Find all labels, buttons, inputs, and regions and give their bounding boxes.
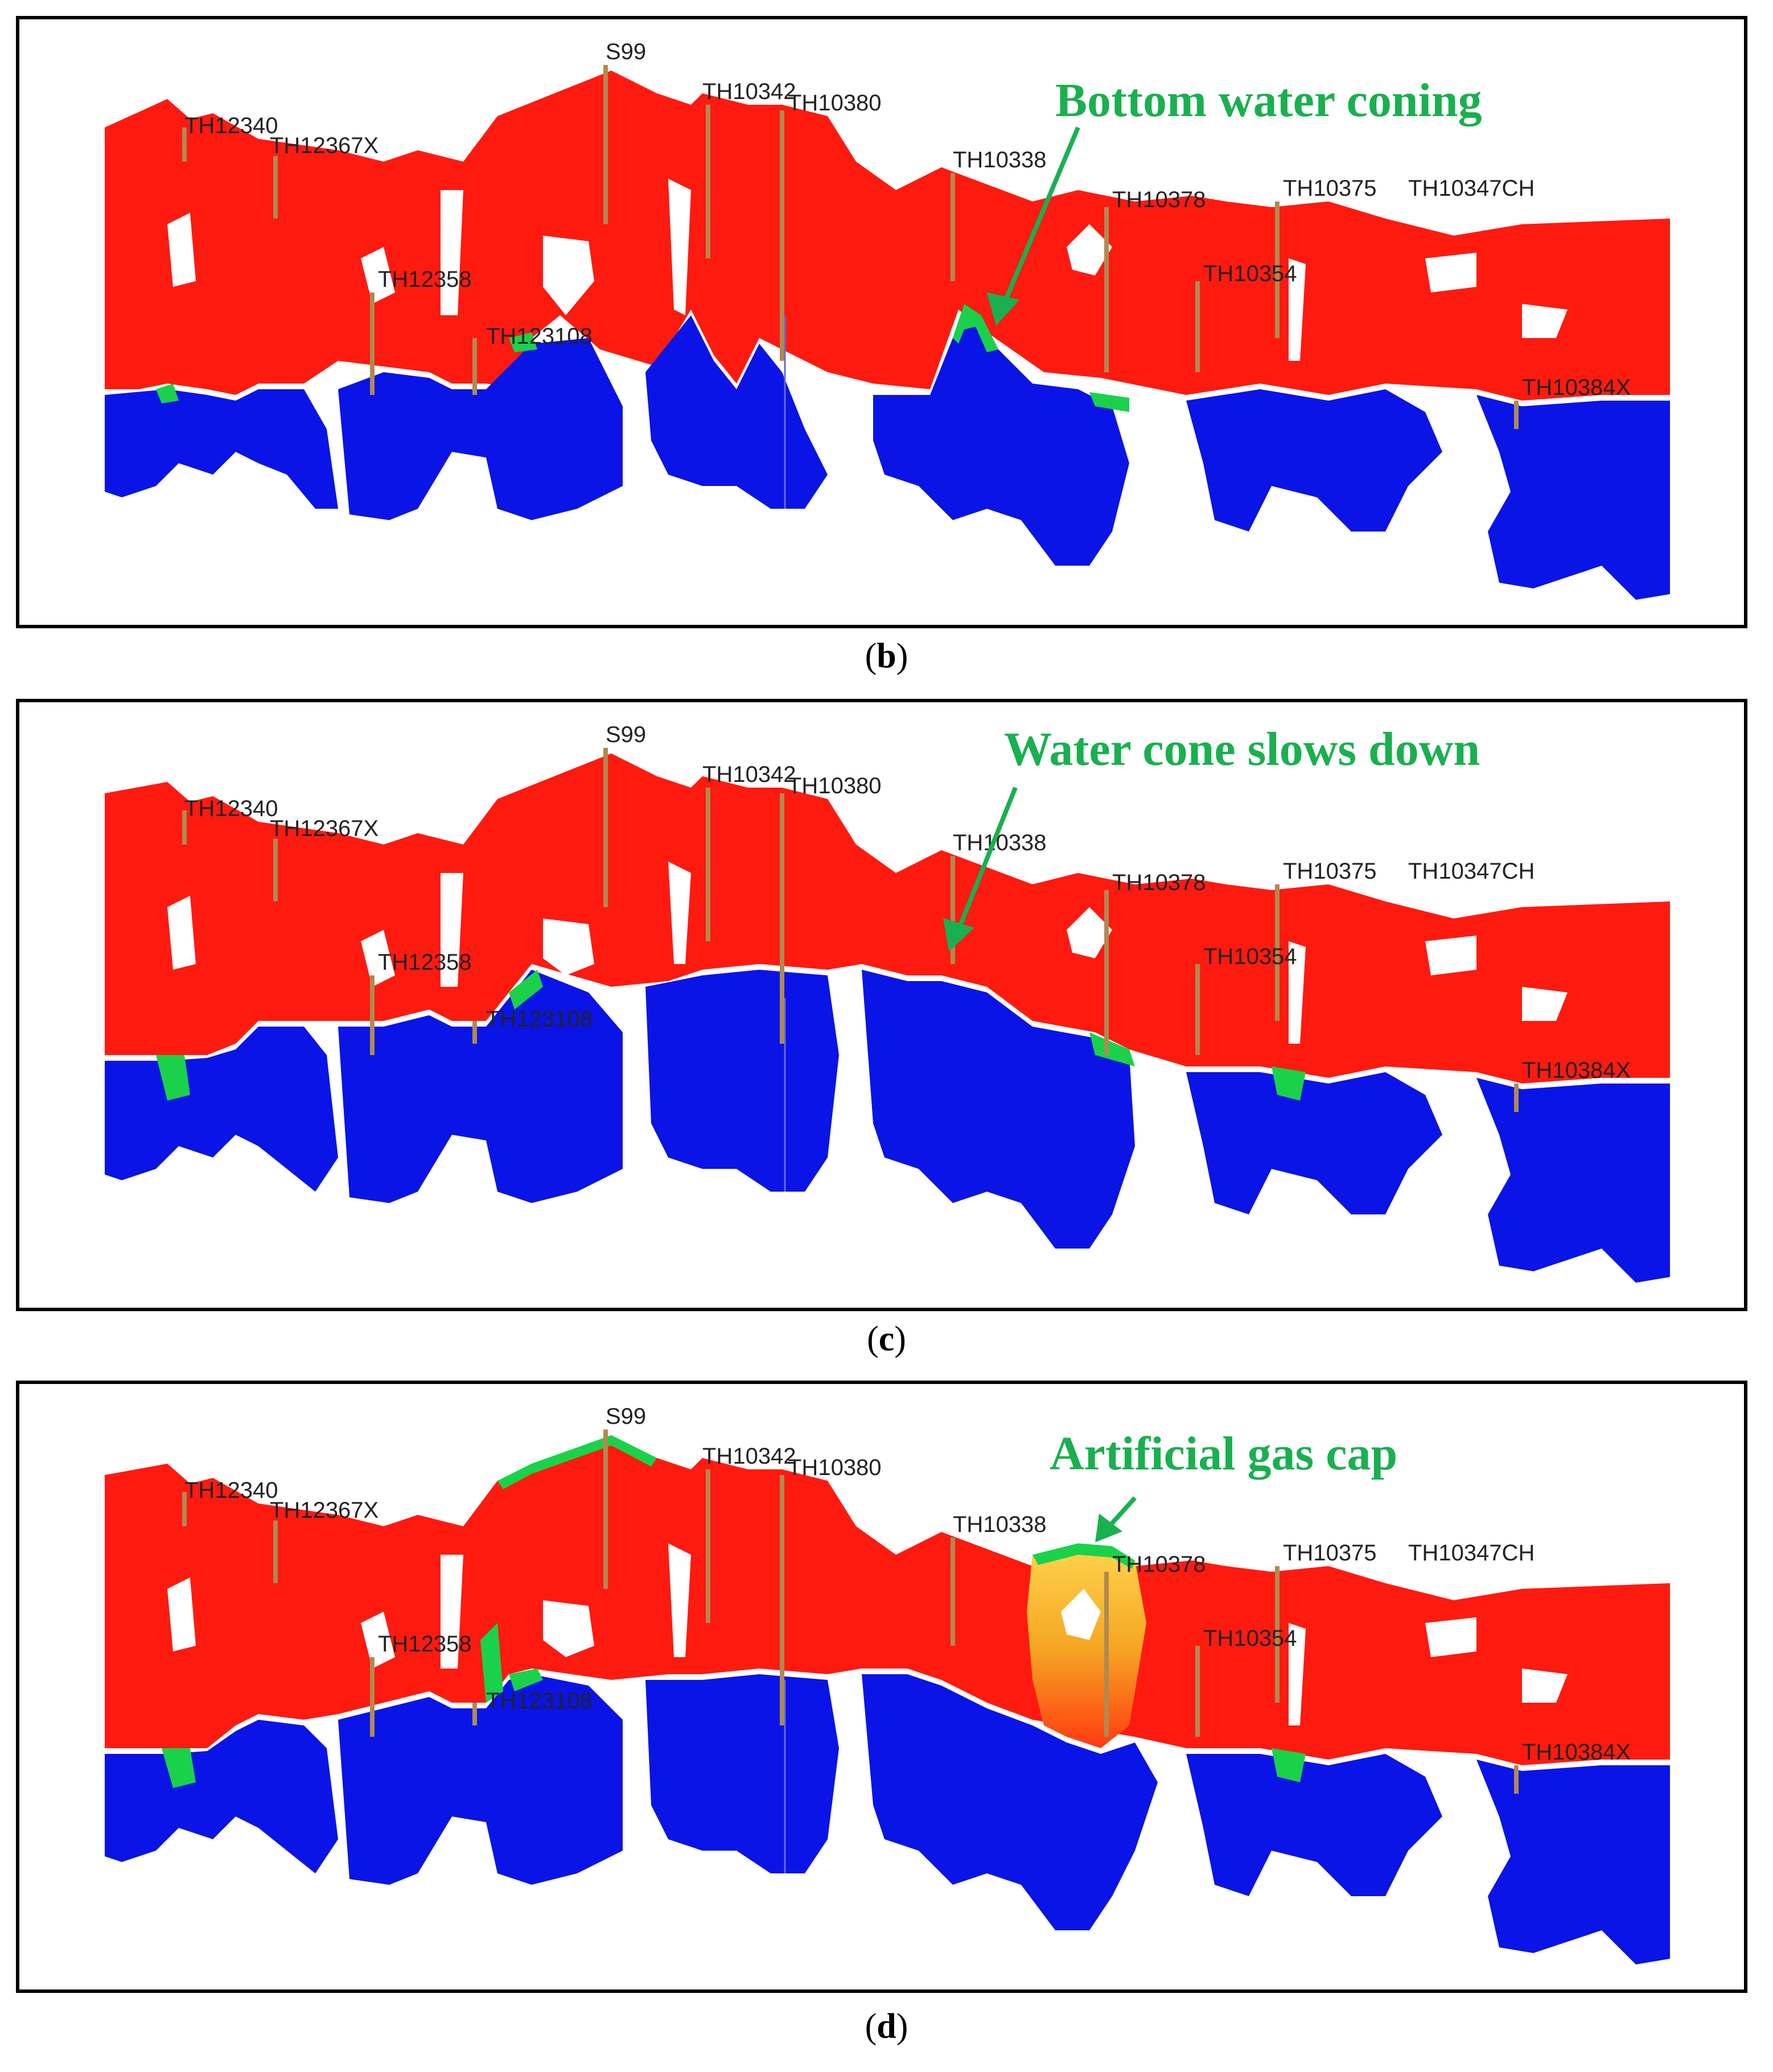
well-label: TH10354 [1203, 944, 1297, 969]
well-label: TH10338 [953, 147, 1047, 172]
transition-fringe-b [156, 304, 1129, 412]
well-label: TH10338 [953, 830, 1047, 855]
callout-arrow-c [943, 786, 1018, 951]
well-label: TH12358 [378, 267, 472, 292]
well-label: TH12340 [184, 796, 278, 821]
well-label: TH12367X [270, 133, 379, 158]
well-label: TH10378 [1112, 870, 1206, 895]
well-label: TH10380 [788, 90, 882, 116]
section-d: TH12340 TH12367X TH12358 TH123108 S99 TH… [105, 1404, 1670, 1964]
section-c: TH12340 TH12367X TH12358 TH123108 S99 TH… [105, 722, 1670, 1283]
well-label: TH10378 [1112, 187, 1206, 212]
caption-letter: b [877, 637, 896, 675]
well-label: TH12358 [378, 950, 472, 975]
callout-arrow-d [1095, 1496, 1137, 1543]
gas-cap-d [1027, 1549, 1146, 1748]
holes-d [167, 1543, 1568, 1725]
well-label: TH10354 [1203, 261, 1297, 286]
caption-paren: ) [896, 637, 908, 675]
panel-d: TH12340 TH12367X TH12358 TH123108 S99 TH… [16, 1381, 1747, 1993]
well-label: TH12367X [270, 816, 379, 841]
wells-d [182, 1430, 1519, 1794]
well-label: TH10384X [1522, 375, 1631, 400]
well-label: TH10380 [788, 773, 882, 798]
callout-arrow-b [986, 126, 1080, 326]
well-label: TH12340 [184, 113, 278, 138]
panel-caption-b: (b) [0, 636, 1773, 677]
well-label: TH10347CH [1408, 176, 1535, 201]
callout-label: Water cone slows down [1004, 723, 1480, 776]
well-label: TH10384X [1522, 1058, 1631, 1083]
gas-cap-fringe-d [1032, 1543, 1135, 1569]
caption-paren: ) [894, 1320, 906, 1358]
well-label: S99 [606, 1404, 646, 1429]
wells-b [182, 65, 1519, 429]
caption-paren: ) [896, 2007, 908, 2046]
water-zone-d [105, 1674, 1670, 1964]
panel-c: TH12340 TH12367X TH12358 TH123108 S99 TH… [16, 699, 1747, 1311]
panel-caption-d: (d) [0, 2007, 1773, 2047]
wells-c [182, 748, 1519, 1112]
well-label: S99 [606, 39, 646, 64]
panel-b: TH12340 TH12367X TH12358 TH123108 S99 TH… [16, 16, 1747, 628]
well-label: TH10375 [1283, 1540, 1377, 1566]
well-label: TH10342 [702, 1444, 796, 1469]
well-label: S99 [606, 722, 646, 747]
well-label: TH123108 [486, 1688, 593, 1713]
well-label: TH10375 [1283, 859, 1377, 884]
well-label: TH123108 [486, 1007, 593, 1032]
well-labels-c: TH12340 TH12367X TH12358 TH123108 S99 TH… [184, 722, 1631, 1083]
water-zone-b [105, 304, 1670, 600]
well-label: TH10347CH [1408, 859, 1535, 884]
well-label: TH10338 [953, 1512, 1047, 1537]
caption-letter: d [877, 2007, 896, 2046]
caption-paren: ( [865, 637, 877, 675]
well-label: TH10378 [1112, 1552, 1206, 1577]
caption-paren: ( [865, 2007, 877, 2046]
well-labels-d: TH12340 TH12367X TH12358 TH123108 S99 TH… [184, 1404, 1631, 1765]
section-b: TH12340 TH12367X TH12358 TH123108 S99 TH… [105, 39, 1670, 600]
well-label: TH10380 [788, 1455, 882, 1480]
caption-paren: ( [867, 1320, 879, 1358]
well-label: TH10375 [1283, 176, 1377, 201]
transition-fringe-c [156, 970, 1306, 1101]
well-label: TH12358 [378, 1632, 472, 1657]
well-label: TH10384X [1522, 1740, 1631, 1765]
holes-c [167, 862, 1568, 1044]
well-label: TH12367X [270, 1498, 379, 1523]
well-label: TH123108 [486, 324, 593, 349]
callout-label: Artificial gas cap [1050, 1427, 1397, 1480]
well-label: TH10347CH [1408, 1540, 1535, 1566]
well-labels-b: TH12340 TH12367X TH12358 TH123108 S99 TH… [184, 39, 1631, 400]
panel-caption-c: (c) [0, 1319, 1773, 1360]
holes-b [167, 179, 1568, 361]
well-label: TH12340 [184, 1478, 278, 1503]
well-label: TH10354 [1203, 1626, 1297, 1651]
callout-label: Bottom water coning [1055, 74, 1482, 127]
transition-fringe-d [162, 1623, 1306, 1788]
caption-letter: c [878, 1320, 895, 1358]
well-label: TH10342 [702, 79, 796, 104]
well-label: TH10342 [702, 762, 796, 787]
